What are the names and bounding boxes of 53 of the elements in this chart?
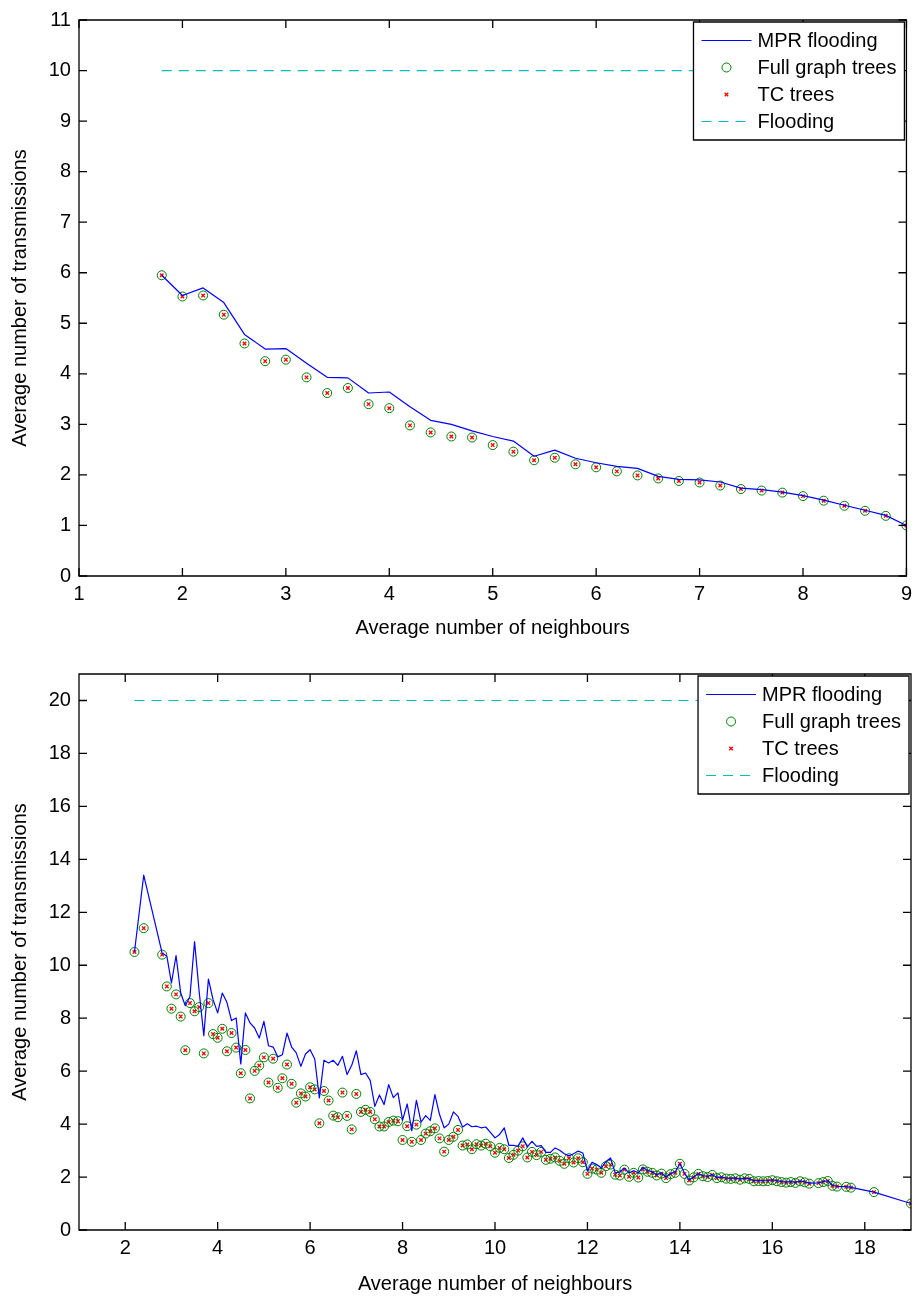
y-tick-label: 0	[59, 563, 71, 586]
y-tick-label: 20	[48, 687, 71, 710]
y-tick-label: 2	[59, 462, 71, 485]
legend-label: Flooding	[762, 764, 839, 787]
y-tick-label: 2	[59, 1164, 71, 1187]
y-tick-label: 10	[48, 58, 71, 81]
x-tick-label: 1	[73, 581, 85, 604]
x-tick-label: 10	[483, 1235, 507, 1258]
x-tick-label: 7	[694, 581, 706, 604]
y-tick-label: 6	[59, 260, 71, 283]
x-tick-label: 12	[576, 1235, 599, 1258]
y-tick-label: 9	[59, 108, 71, 131]
x-tick-label: 6	[590, 581, 602, 604]
x-tick-label: 4	[212, 1235, 224, 1258]
legend-label: Full graph trees	[762, 710, 902, 733]
x-tick-label: 2	[119, 1235, 131, 1258]
y-tick-label: 18	[48, 740, 71, 763]
y-tick-label: 11	[50, 7, 71, 30]
legend-label: MPR flooding	[757, 29, 878, 52]
x-axis-title: Average number of neighbours	[355, 615, 630, 638]
y-tick-label: 12	[48, 899, 71, 922]
x-tick-label: 9	[900, 581, 912, 604]
legend-label: Flooding	[757, 110, 835, 133]
y-tick-label: 8	[59, 159, 71, 182]
y-tick-label: 10	[48, 952, 71, 975]
y-tick-label: 14	[48, 846, 71, 869]
x-tick-label: 18	[853, 1235, 876, 1258]
y-tick-label: 7	[59, 209, 71, 232]
x-tick-label: 6	[304, 1235, 316, 1258]
x-axis-title: Average number of neighbours	[357, 1271, 633, 1294]
y-axis-title: Average number of transmissions	[7, 803, 30, 1101]
y-tick-label: 6	[59, 1058, 71, 1081]
y-tick-label: 1	[59, 512, 71, 535]
y-tick-label: 5	[59, 310, 71, 333]
y-axis-title: Average number of transmissions	[7, 149, 30, 447]
x-tick-label: 2	[176, 581, 188, 604]
x-tick-label: 3	[280, 581, 292, 604]
x-tick-label: 8	[797, 581, 809, 604]
legend-label: TC trees	[757, 83, 835, 106]
y-tick-label: 8	[59, 1005, 71, 1028]
y-tick-label: 4	[59, 361, 71, 384]
x-tick-label: 8	[396, 1235, 409, 1258]
y-tick-label: 4	[59, 1111, 71, 1134]
legend-label: MPR flooding	[762, 683, 883, 706]
y-tick-label: 0	[59, 1217, 71, 1240]
x-tick-label: 5	[487, 581, 499, 604]
x-tick-label: 16	[761, 1235, 784, 1258]
legend-label: Full graph trees	[757, 56, 897, 79]
legend-label: TC trees	[762, 737, 839, 760]
x-tick-label: 4	[383, 581, 395, 604]
y-tick-label: 3	[59, 411, 71, 434]
y-tick-label: 16	[48, 793, 71, 816]
x-tick-label: 14	[668, 1235, 692, 1258]
